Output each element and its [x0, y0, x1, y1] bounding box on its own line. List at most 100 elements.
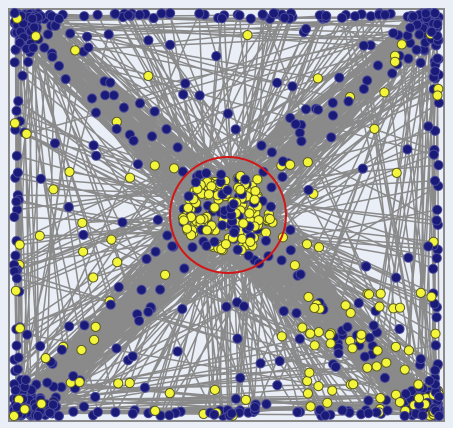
node-blue-854 [222, 108, 234, 119]
node-blue-543 [148, 13, 159, 24]
node-blue-869 [221, 301, 232, 312]
node-blue-856 [83, 42, 94, 53]
node-yellow-838 [240, 394, 251, 405]
node-yellow-940 [313, 381, 324, 392]
edge-952 [45, 229, 213, 359]
node-yellow-936 [362, 362, 373, 373]
node-yellow-959 [390, 341, 401, 352]
node-yellow-138 [203, 189, 214, 200]
node-blue-842 [35, 341, 46, 352]
node-blue-545 [11, 105, 22, 117]
node-blue-852 [296, 136, 307, 147]
node-yellow-916 [369, 123, 380, 134]
node-blue-760 [388, 28, 399, 39]
node-blue-880 [117, 217, 128, 228]
node-yellow-787 [90, 321, 101, 332]
node-blue-871 [391, 272, 402, 283]
node-blue-865 [423, 121, 434, 132]
node-blue-635 [243, 250, 254, 261]
edge-598 [28, 16, 437, 222]
edge-1006 [317, 14, 421, 387]
node-blue-834 [152, 214, 163, 225]
node-blue-766 [364, 332, 375, 343]
node-blue-868 [330, 361, 341, 372]
diagram-frame [8, 8, 445, 422]
node-blue-808 [108, 90, 120, 101]
node-yellow-943 [313, 327, 324, 338]
node-blue-727 [105, 77, 116, 88]
edge-818 [168, 229, 213, 416]
node-blue-682 [201, 168, 212, 179]
node-blue-757 [134, 98, 146, 109]
node-blue-649 [47, 51, 58, 62]
node-blue-501 [92, 9, 103, 20]
node-blue-521 [279, 12, 290, 23]
edge-976 [81, 222, 416, 409]
node-blue-813 [361, 261, 372, 272]
edge-1019 [33, 28, 370, 295]
node-yellow-859 [432, 90, 443, 101]
node-blue-708 [100, 90, 111, 101]
node-yellow-883 [78, 246, 89, 257]
node-blue-908 [78, 401, 90, 412]
node-blue-777 [294, 127, 305, 138]
node-blue-898 [86, 93, 98, 104]
node-yellow-941 [345, 307, 356, 319]
node-yellow-807 [9, 118, 20, 129]
node-yellow-960 [381, 357, 392, 368]
node-yellow-798 [301, 239, 313, 250]
node-blue-560 [432, 19, 443, 30]
edge-253 [21, 27, 35, 412]
node-blue-533 [336, 12, 348, 23]
node-blue-826 [430, 365, 441, 376]
node-blue-592 [428, 149, 439, 160]
edge-395 [245, 18, 291, 185]
edge-528 [399, 40, 439, 403]
node-blue-617 [11, 273, 23, 284]
node-blue-733 [403, 53, 414, 64]
node-blue-890 [90, 391, 101, 403]
node-blue-567 [12, 364, 23, 375]
node-blue-823 [272, 77, 283, 88]
node-blue-914 [272, 380, 283, 391]
node-blue-728 [358, 83, 369, 95]
node-blue-444 [68, 406, 79, 417]
node-yellow-825 [113, 378, 124, 389]
node-yellow-952 [426, 291, 437, 302]
node-blue-800 [423, 241, 434, 252]
node-blue-630 [327, 110, 339, 121]
node-blue-503 [408, 11, 419, 22]
node-yellow-835 [143, 70, 154, 82]
edge-1027 [233, 238, 420, 399]
node-blue-608 [429, 8, 440, 19]
node-blue-152 [232, 244, 243, 255]
node-blue-879 [403, 252, 414, 263]
node-yellow-929 [399, 364, 410, 375]
node-blue-719 [333, 348, 344, 359]
node-blue-797 [249, 402, 261, 413]
node-blue-680 [53, 13, 65, 24]
node-yellow-925 [375, 288, 386, 299]
node-yellow-944 [305, 328, 316, 339]
node-yellow-530 [150, 405, 161, 416]
node-blue-836 [402, 144, 413, 155]
node-blue-265 [415, 57, 426, 69]
node-blue-909 [136, 284, 147, 295]
edge-825 [14, 122, 190, 201]
node-blue-639 [400, 388, 411, 399]
node-blue-918 [165, 39, 176, 51]
node-blue-900 [162, 230, 173, 241]
node-blue-519 [110, 8, 121, 19]
node-yellow-747 [396, 39, 407, 50]
node-blue-793 [88, 140, 99, 151]
node-yellow-910 [106, 234, 117, 245]
node-blue-751 [146, 131, 158, 142]
node-blue-279 [411, 44, 422, 55]
node-yellow-958 [413, 393, 425, 404]
node-yellow-946 [356, 329, 367, 340]
node-blue-851 [353, 298, 364, 309]
node-blue-790 [285, 224, 296, 236]
node-blue-756 [150, 246, 161, 257]
node-yellow-926 [403, 345, 414, 356]
